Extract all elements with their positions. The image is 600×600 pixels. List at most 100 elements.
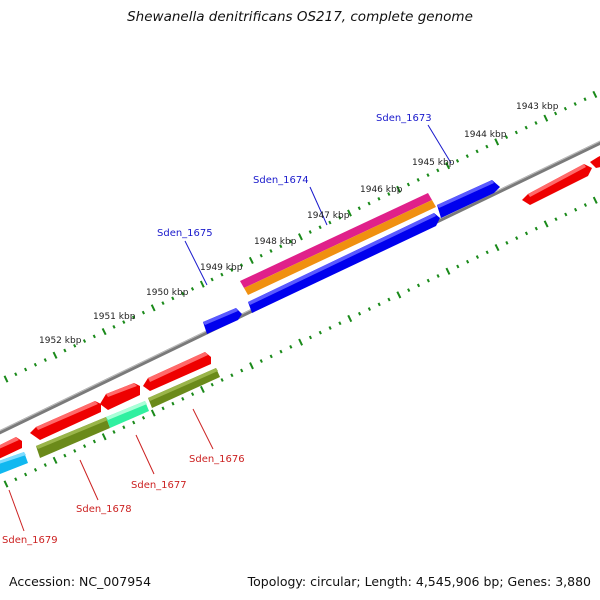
gene-sden-1676[interactable] — [143, 352, 211, 391]
scale-tick — [289, 344, 293, 349]
scale-tick — [445, 267, 451, 275]
feature-cyan[interactable] — [0, 452, 28, 478]
scale-tick — [308, 230, 312, 234]
scale-tick — [456, 264, 460, 269]
scale-labels: 1943 kbp 1944 kbp 1945 kbp 1946 kbp 1947… — [39, 102, 559, 346]
scale-tick — [338, 215, 342, 220]
scale-tick — [248, 256, 254, 265]
scale-tick — [269, 249, 273, 253]
scale-tick — [112, 324, 116, 329]
feature-magenta[interactable] — [240, 193, 432, 288]
scale-tick — [43, 463, 47, 467]
scale-tick — [43, 358, 47, 362]
gene-sden-1674[interactable] — [248, 213, 440, 313]
scale-tick — [396, 291, 402, 299]
gene-sden-1673[interactable] — [437, 180, 500, 218]
scale-tick — [210, 277, 214, 282]
scale-tick — [505, 240, 509, 245]
gene-label-sden-1678[interactable]: Sden_1678 — [76, 504, 132, 515]
feature-orange[interactable] — [244, 200, 436, 295]
scale-tick — [112, 430, 116, 434]
scale-tick — [259, 253, 263, 258]
scale-tick — [279, 244, 283, 249]
scale-tick — [347, 209, 352, 217]
scale-tick — [524, 125, 528, 130]
scale-tick — [33, 467, 38, 472]
scale-tick — [416, 283, 421, 288]
scale-tick — [230, 373, 234, 378]
scale-tick — [514, 130, 518, 135]
scale-tick — [543, 114, 549, 122]
scale-tick — [485, 144, 489, 149]
gene-label-sden-1673[interactable]: Sden_1673 — [376, 113, 432, 124]
scale-tick — [377, 196, 381, 201]
scale-tick — [199, 280, 205, 288]
scale-tick — [475, 149, 479, 154]
scale-tick — [210, 382, 214, 387]
scale-tick — [426, 173, 430, 177]
gene-label-sden-1674[interactable]: Sden_1674 — [253, 175, 309, 186]
gene-sden-1677[interactable] — [100, 383, 140, 410]
scale-label: 1944 kbp — [464, 130, 507, 140]
scale-tick — [220, 378, 224, 382]
scale-label: 1950 kbp — [146, 288, 189, 298]
scale-tick — [161, 406, 165, 411]
gene-red-right-2[interactable] — [590, 151, 600, 168]
scale-tick — [534, 121, 538, 125]
topology-text: Topology: circular; Length: 4,545,906 bp… — [247, 574, 591, 589]
gene-callout-lines — [8, 124, 452, 532]
scale-tick — [171, 401, 175, 406]
scale-tick — [455, 158, 460, 163]
scale-tick — [485, 250, 489, 255]
scale-tick — [3, 480, 9, 488]
scale-tick — [298, 338, 304, 346]
scale-tick — [583, 203, 588, 207]
scale-tick — [63, 348, 67, 353]
scale-tick — [406, 182, 411, 187]
gene-sden-1675[interactable] — [203, 308, 242, 334]
scale-tick — [396, 185, 402, 193]
scale-tick — [515, 236, 519, 241]
scale-tick — [494, 243, 500, 252]
gene-red-right-1[interactable] — [522, 164, 592, 205]
scale-tick — [407, 288, 411, 293]
feature-olive-2[interactable] — [36, 417, 110, 458]
scale-tick — [543, 220, 549, 228]
scale-tick — [73, 343, 77, 348]
scale-tick — [181, 291, 185, 296]
scale-tick — [101, 433, 107, 441]
scale-tick — [171, 296, 175, 301]
scale-tick — [426, 278, 430, 283]
gene-label-sden-1675[interactable]: Sden_1675 — [157, 228, 213, 239]
scale-label: 1948 kbp — [254, 237, 297, 247]
scale-tick — [494, 138, 500, 146]
feature-mint[interactable] — [106, 401, 149, 428]
scale-tick — [190, 392, 195, 397]
scale-label: 1947 kbp — [307, 211, 350, 221]
scale-tick — [524, 231, 529, 236]
scale-tick — [92, 334, 96, 339]
scale-tick — [367, 201, 371, 206]
gene-label-sden-1677[interactable]: Sden_1677 — [131, 480, 187, 491]
scale-tick — [298, 233, 303, 241]
scale-tick — [230, 268, 234, 272]
scale-tick — [573, 102, 577, 106]
scale-label: 1945 kbp — [412, 158, 455, 168]
scale-tick — [199, 385, 205, 394]
scale-tick — [347, 314, 353, 323]
scale-tick — [328, 326, 332, 330]
scale-tick — [269, 354, 273, 359]
scale-tick — [367, 307, 372, 311]
scale-tick — [416, 177, 420, 182]
scale-tick — [52, 456, 58, 464]
gene-label-sden-1676[interactable]: Sden_1676 — [189, 454, 245, 465]
scale-tick — [553, 111, 558, 116]
scale-tick — [101, 327, 107, 336]
gene-sden-1678[interactable] — [30, 401, 101, 440]
gene-label-sden-1679[interactable]: Sden_1679 — [2, 535, 58, 546]
scale-tick — [122, 425, 126, 430]
scale-tick — [82, 444, 87, 449]
scale-tick — [92, 439, 97, 444]
scale-tick — [259, 359, 263, 363]
